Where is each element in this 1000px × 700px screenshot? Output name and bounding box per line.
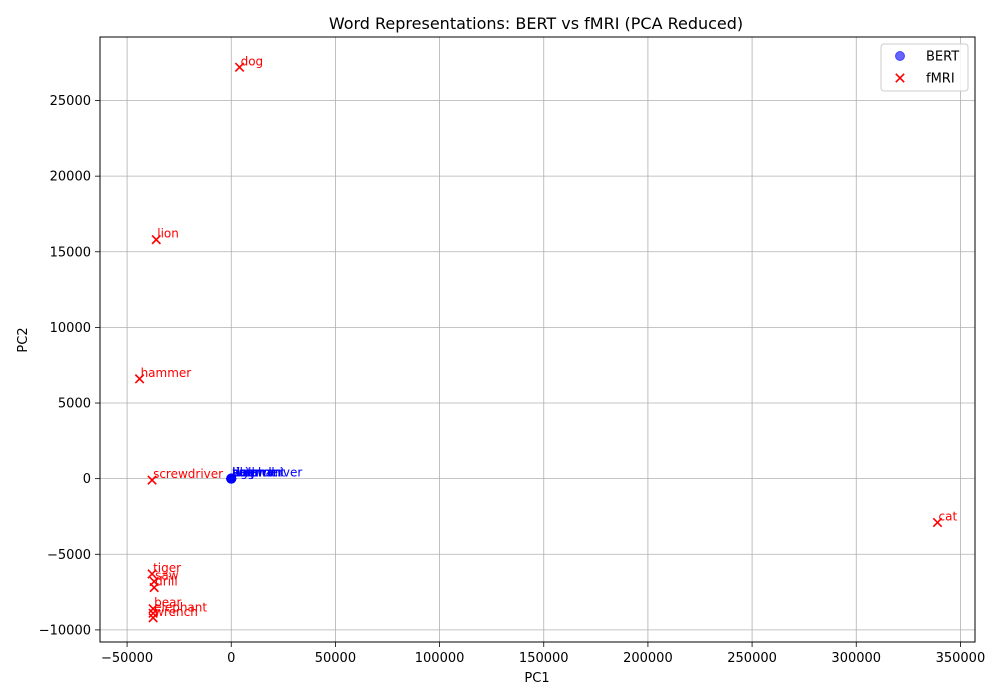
x-axis-label: PC1	[524, 671, 549, 686]
fmri-point-screwdriver	[147, 475, 157, 485]
bert-point-screwdriver	[226, 473, 237, 484]
y-tick-label: −5000	[47, 548, 91, 563]
fmri-point-label: tiger	[153, 561, 181, 575]
fmri-point-label: bear	[154, 596, 181, 610]
axis-ticks: −50000 0 50000 100000 150000 200000 250000 3000…	[39, 94, 985, 666]
legend-entry-bert: BERT	[926, 50, 959, 65]
fmri-point-wrench	[148, 613, 158, 623]
plot-frame	[99, 36, 976, 643]
bert-point-label: elephant	[232, 466, 285, 480]
fmri-point-label: hammer	[141, 366, 192, 380]
legend-marker-fmri	[895, 73, 905, 83]
fmri-point-dog	[234, 62, 245, 73]
bert-point-label: bear	[232, 466, 259, 480]
y-tick-label: 25000	[50, 94, 91, 109]
y-tick-label: 0	[83, 472, 91, 487]
fmri-point-label: screwdriver	[153, 467, 223, 481]
legend-marker-bert	[895, 51, 905, 61]
fmri-point-label: elephant	[154, 600, 207, 614]
bert-point-label: hammer	[232, 466, 283, 480]
legend-entry-fmri: fMRI	[926, 72, 955, 87]
fmri-point-cat	[932, 517, 943, 528]
grid-lines	[100, 37, 975, 642]
fmri-point-label: wrench	[154, 605, 198, 619]
y-tick-label: 5000	[58, 397, 91, 412]
y-tick-label: 15000	[50, 245, 91, 260]
data-points: dogcatliontigerbearelephanthammersawdril…	[134, 54, 958, 623]
fmri-point-label: drill	[155, 575, 178, 589]
x-tick-label: 150000	[519, 651, 569, 666]
bert-point-label: saw	[232, 466, 256, 480]
fmri-point-drill	[149, 582, 159, 593]
bert-point-label: screwdriver	[232, 466, 302, 480]
x-tick-label: 350000	[936, 651, 986, 666]
x-tick-label: 250000	[727, 651, 777, 666]
bert-point-label: dog	[232, 466, 255, 480]
x-tick-label: 100000	[415, 651, 465, 666]
bert-point-label: cat	[232, 466, 251, 480]
fmri-point-lion	[151, 234, 162, 245]
fmri-point-tiger	[147, 569, 157, 579]
y-axis-label: PC2	[16, 327, 31, 352]
x-tick-label: −50000	[101, 651, 153, 666]
x-tick-label: 200000	[623, 651, 673, 666]
bert-point-label: tiger	[232, 466, 260, 480]
x-tick-label: 50000	[315, 651, 356, 666]
bert-point-label: wrench	[232, 466, 276, 480]
x-tick-label: 0	[227, 651, 235, 666]
x-tick-label: 300000	[831, 651, 881, 666]
chart-title: Word Representations: BERT vs fMRI (PCA …	[329, 14, 743, 33]
fmri-point-label: saw	[155, 569, 179, 583]
fmri-point-label: dog	[241, 54, 264, 68]
fmri-point-label: lion	[157, 227, 179, 241]
bert-point-label: lion	[232, 466, 254, 480]
fmri-point-hammer	[134, 374, 145, 384]
legend: BERT fMRI	[880, 43, 969, 92]
y-tick-label: 10000	[50, 321, 91, 336]
y-tick-label: −10000	[39, 623, 91, 638]
fmri-point-label: cat	[939, 510, 958, 524]
y-tick-label: 20000	[50, 170, 91, 185]
bert-point-label: drill	[232, 466, 255, 480]
